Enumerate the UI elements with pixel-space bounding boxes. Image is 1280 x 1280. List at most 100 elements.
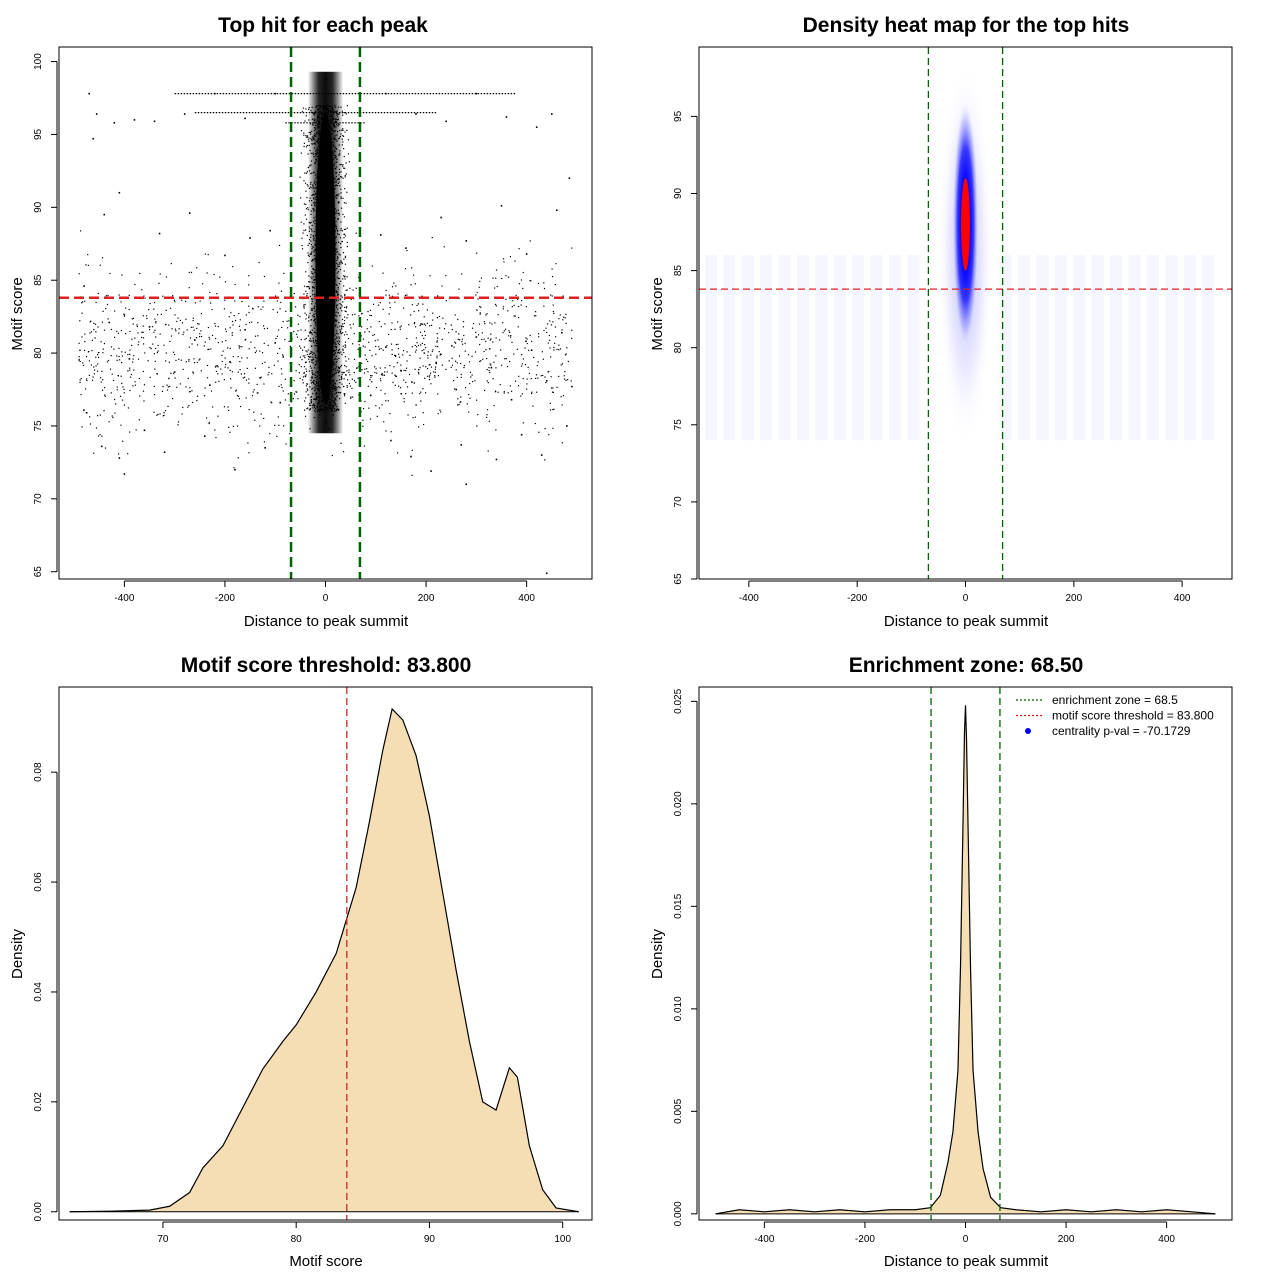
scatter-point [423,330,426,333]
scatter-point [330,399,332,401]
scatter-point [359,356,361,358]
scatter-point [329,356,331,358]
scatter-point [411,474,413,476]
scatter-point [193,362,196,364]
scatter-point [362,407,365,410]
scatter-point [307,136,309,138]
x-tick-label: 0 [323,593,329,604]
scatter-point [561,442,563,444]
scatter-point [505,275,507,277]
scatter-point [101,321,104,323]
scatter-point [566,347,568,349]
scatter-point [168,361,170,363]
scatter-point [107,318,109,320]
scatter-point [322,335,324,338]
scatter-point [412,417,414,419]
scatter-point [304,355,306,357]
scatter-point [321,251,323,253]
scatter-point [263,300,265,302]
scatter-point [325,366,327,368]
scatter-point [231,320,234,323]
scatter-point [455,360,457,362]
scatter-point [301,237,303,239]
scatter-point [224,254,226,257]
scatter-point [400,392,402,395]
scatter-point [290,356,292,358]
scatter-point [383,374,385,376]
scatter-point [317,344,319,346]
scatter-point [320,289,323,292]
scatter-point [433,371,435,373]
scatter-point [326,193,328,195]
scatter-point [338,144,340,146]
scatter-point [330,183,332,185]
scatter-point [335,225,337,227]
scatter-point [104,447,107,449]
scatter-point [331,107,333,110]
scatter-point [314,260,316,262]
scatter-point [410,455,412,458]
scatter-point [326,374,329,377]
scatter-point [309,338,311,340]
scatter-point [408,324,410,326]
scatter-point [510,390,513,392]
scatter-point [330,387,332,389]
scatter-point [157,344,159,346]
scatter-point [370,326,372,328]
scatter-point [538,336,540,338]
scatter-point [179,319,181,322]
scatter-point [316,406,318,408]
scatter-point [192,371,194,373]
scatter-point [349,287,351,289]
scatter-point [193,358,195,360]
scatter-point [95,427,98,429]
scatter-point [312,377,314,379]
scatter-point [341,138,343,140]
scatter-point [310,138,313,140]
scatter-point [509,360,511,363]
scatter-point [229,378,232,380]
scatter-point [326,139,328,142]
scatter-point [188,391,191,393]
scatter-point [309,330,311,333]
scatter-point [311,371,313,374]
scatter-point [530,349,533,351]
scatter-point [325,324,327,327]
scatter-point [337,391,339,394]
scatter-point [331,405,334,407]
scatter-point [316,387,318,389]
scatter-point [331,366,334,368]
scatter-point [325,322,327,324]
scatter-point [275,337,277,340]
scatter-point [311,251,313,253]
scatter-point [87,264,89,267]
scatter-point [214,323,216,325]
scatter-point [307,261,309,264]
scatter-point [324,205,327,207]
scatter-point [341,262,343,265]
scatter-point [323,300,326,302]
scatter-point [324,278,326,280]
scatter-point [314,276,317,278]
scatter-point [336,272,338,274]
scatter-point [338,113,340,115]
scatter-point [331,299,333,301]
scatter-point [321,310,323,313]
scatter-point [321,171,323,173]
scatter-point [427,375,429,377]
scatter-point [315,360,317,362]
scatter-point [327,264,329,266]
scatter-point [348,161,350,163]
scatter-point [78,358,80,360]
scatter-point [550,387,553,389]
scatter-point [329,164,331,166]
scatter-point [313,319,316,321]
scatter-point [111,373,113,375]
scatter-point [174,328,176,330]
scatter-point [328,281,331,284]
scatter-point [319,405,321,408]
scatter-point [329,291,331,293]
scatter-point [313,258,316,260]
x-tick-label: 0 [963,1234,969,1245]
scatter-point [329,284,332,286]
